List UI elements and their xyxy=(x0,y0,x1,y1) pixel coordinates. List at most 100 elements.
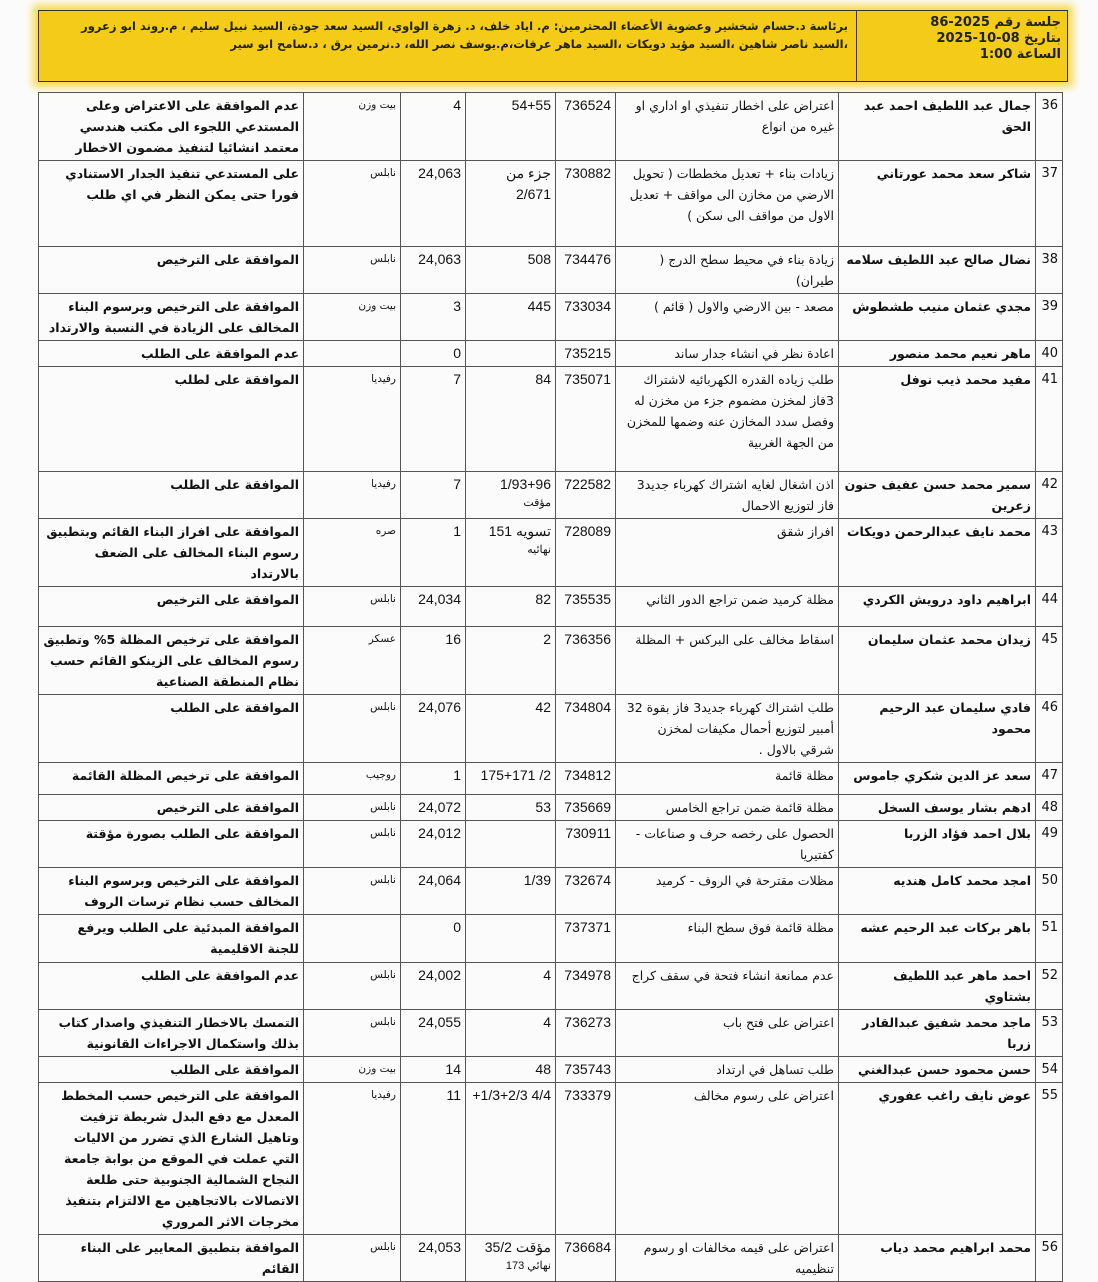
area-name: نابلس xyxy=(303,1234,401,1282)
parcel-number: 82 xyxy=(465,586,556,627)
request-description-text: زيادات بناء + تعديل مخططات ( تحويل الارض… xyxy=(629,166,834,223)
row-number: 36 xyxy=(1035,92,1063,161)
request-number: 734812 xyxy=(555,762,616,795)
committee-decision-text: الموافقة على الترخيص حسب المخطط المعدل م… xyxy=(61,1088,299,1229)
row-number-text: 44 xyxy=(1041,592,1058,607)
area-name: نابلس xyxy=(303,694,401,763)
area-name-text: بيت وزن xyxy=(358,300,396,312)
parcel-number: 151 تسويه نهائيه xyxy=(465,518,556,587)
applicant-name-text: فادي سليمان عبد الرحيم محمود xyxy=(879,700,1031,736)
committee-decision: الموافقة على الطلب بصورة مؤقتة xyxy=(38,820,304,868)
table-row: 39 مجدي عثمان منيب طشطوش مصعد - بين الارضي… xyxy=(38,293,1063,341)
parcel-number-text: +1/3+2/3 4/4 xyxy=(472,1087,551,1103)
parcel-number: 445 xyxy=(465,293,556,341)
parcel-number-text: جزء من 2/671 xyxy=(505,165,551,202)
request-description: مصعد - بين الارضي والاول ( قائم ) xyxy=(615,293,839,341)
basin-number: 24,012 xyxy=(400,820,466,868)
committee-decision: عدم الموافقة على الطلب xyxy=(38,962,304,1010)
parcel-number: 1/39 xyxy=(465,867,556,915)
request-number: 734476 xyxy=(555,246,616,294)
request-number-text: 732674 xyxy=(564,872,611,888)
committee-decision: الموافقة على الطلب xyxy=(38,471,304,519)
area-name-text: نابلس xyxy=(370,801,396,813)
basin-number-text: 24,034 xyxy=(418,591,461,607)
row-number-text: 42 xyxy=(1041,477,1058,492)
row-number: 49 xyxy=(1035,820,1063,868)
applicant-name: محمد نايف عبدالرحمن دويكات xyxy=(838,518,1036,587)
request-description-text: زيادة بناء في محيط سطح الدرج ( طيران) xyxy=(659,252,834,288)
row-number-text: 54 xyxy=(1041,1062,1058,1077)
applicant-name-text: محمد نايف عبدالرحمن دويكات xyxy=(846,524,1031,539)
request-description-text: طلب تساهل في ارتداد xyxy=(716,1062,834,1077)
request-description-text: طلب زياده القدره الكهربائيه لاشتراك 3فاز… xyxy=(626,372,834,450)
basin-number-text: 4 xyxy=(453,97,461,113)
request-number: 732674 xyxy=(555,867,616,915)
committee-decision-text: الموافقة على الطلب بصورة مؤقتة xyxy=(85,826,299,841)
table-row: 52 احمد ماهر عبد اللطيف بشتاوي عدم ممانعة … xyxy=(38,962,1063,1010)
request-number-text: 736356 xyxy=(564,631,611,647)
row-number-text: 53 xyxy=(1041,1015,1058,1030)
parcel-number: +1/3+2/3 4/4 xyxy=(465,1082,556,1235)
request-description-text: افراز شقق xyxy=(776,524,834,539)
request-number-text: 735071 xyxy=(564,371,611,387)
request-number-text: 722582 xyxy=(564,476,611,492)
table-row: 54 حسن محمود حسن عبدالغني طلب تساهل في ارت… xyxy=(38,1056,1063,1083)
applicant-name: فادي سليمان عبد الرحيم محمود xyxy=(838,694,1036,763)
committee-decision-text: عدم الموافقة على الطلب xyxy=(141,346,299,361)
area-name-text: نابلس xyxy=(370,827,396,839)
table-row: 36 جمال عبد اللطيف احمد عبد الحق اعتراض عل… xyxy=(38,92,1063,161)
request-description-text: مظلة قائمة xyxy=(775,768,834,783)
request-number-text: 734978 xyxy=(564,967,611,983)
committee-decision-text: الموافقة على الترخيص xyxy=(156,800,299,815)
request-number: 736524 xyxy=(555,92,616,161)
request-description: طلب زياده القدره الكهربائيه لاشتراك 3فاز… xyxy=(615,366,839,472)
applicant-name: ابراهيم داود درويش الكردي xyxy=(838,586,1036,627)
applicant-name: حسن محمود حسن عبدالغني xyxy=(838,1056,1036,1083)
parcel-note: مؤقت xyxy=(523,497,551,509)
parcel-number-text: مؤقت 35/2 xyxy=(484,1239,551,1255)
parcel-number-text: 445 xyxy=(527,298,551,314)
request-description: طلب اشتراك كهرباء جديد3 فاز بقوة 32 أمبي… xyxy=(615,694,839,763)
request-description-text: اعادة نظر في انشاء جدار ساند xyxy=(674,346,834,361)
parcel-number xyxy=(465,914,556,963)
committee-decision: الموافقة على الترخيص وبرسوم البناء المخا… xyxy=(38,867,304,915)
area-name-text: عسكر xyxy=(368,633,396,645)
applicant-name: ادهم بشار يوسف السخل xyxy=(838,794,1036,821)
row-number-text: 50 xyxy=(1041,873,1058,888)
row-number-text: 37 xyxy=(1041,166,1058,181)
table-row: 49 بلال احمد فؤاد الزربا الحصول على رخصه ح… xyxy=(38,820,1063,868)
basin-number-text: 3 xyxy=(453,298,461,314)
row-number-text: 40 xyxy=(1041,346,1058,361)
request-number-text: 736524 xyxy=(564,97,611,113)
table-row: 41 مفيد محمد ذيب نوفل طلب زياده القدره الك… xyxy=(38,366,1063,472)
applicant-name-text: امجد محمد كامل هنديه xyxy=(893,873,1031,888)
request-description: عدم ممانعة انشاء فتحة في سقف كراج xyxy=(615,962,839,1010)
applicant-name: سعد عز الدين شكري جاموس xyxy=(838,762,1036,795)
table-row: 56 محمد ابراهيم محمد دياب اعتراض على قيمه … xyxy=(38,1234,1063,1282)
committee-decision: الموافقة على ترخيص المظلة القائمة xyxy=(38,762,304,795)
table-row: 46 فادي سليمان عبد الرحيم محمود طلب اشتراك… xyxy=(38,694,1063,763)
area-name xyxy=(303,340,401,367)
basin-number: 3 xyxy=(400,293,466,341)
row-number: 46 xyxy=(1035,694,1063,763)
request-number: 735535 xyxy=(555,586,616,627)
row-number: 37 xyxy=(1035,160,1063,247)
basin-number: 24,076 xyxy=(400,694,466,763)
applicant-name: نضال صالح عبد اللطيف سلامه xyxy=(838,246,1036,294)
request-description: مظلة قائمة ضمن تراجع الخامس xyxy=(615,794,839,821)
area-name: رفيديا xyxy=(303,366,401,472)
basin-number-text: 24,063 xyxy=(418,251,461,267)
basin-number-text: 7 xyxy=(453,371,461,387)
parcel-number: 175+171 /2 xyxy=(465,762,556,795)
committee-decision-text: على المستدعي تنفيذ الجدار الاستنادي فورا… xyxy=(65,166,299,202)
applicant-name-text: جمال عبد اللطيف احمد عبد الحق xyxy=(863,98,1031,134)
committee-decision-text: عدم الموافقة على الاعتراض وعلى المستدعي … xyxy=(75,98,299,155)
area-name: نابلس xyxy=(303,962,401,1010)
committee-decision-text: الموافقة على الطلب xyxy=(170,1062,299,1077)
area-name-text: نابلس xyxy=(370,701,396,713)
meeting-number: جلسة رقم 2025-86 xyxy=(930,15,1061,30)
basin-number-text: 24,053 xyxy=(418,1239,461,1255)
area-name-text: رفيديا xyxy=(371,373,396,385)
row-number: 54 xyxy=(1035,1056,1063,1083)
row-number-text: 55 xyxy=(1041,1088,1058,1103)
